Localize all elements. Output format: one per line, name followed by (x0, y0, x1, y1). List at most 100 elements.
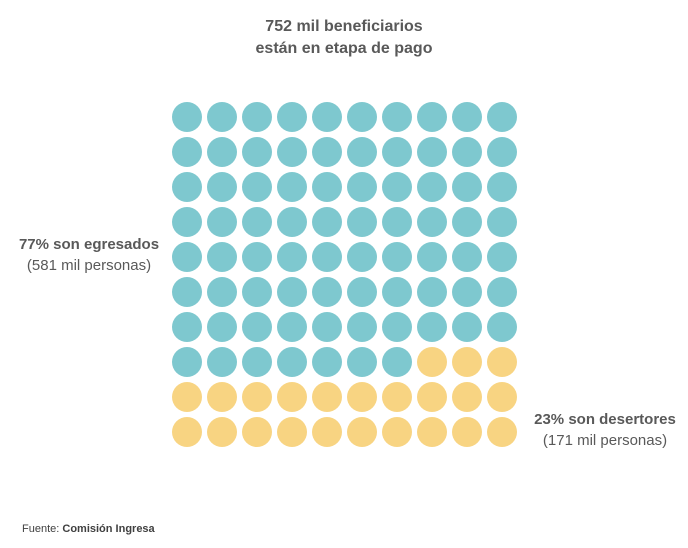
waffle-dot (487, 242, 517, 272)
waffle-dot (207, 137, 237, 167)
waffle-dot (417, 172, 447, 202)
waffle-dot (417, 382, 447, 412)
waffle-dot (347, 172, 377, 202)
waffle-dot (452, 312, 482, 342)
waffle-dot (417, 277, 447, 307)
waffle-dot (417, 207, 447, 237)
waffle-dot (452, 347, 482, 377)
waffle-dot (207, 277, 237, 307)
waffle-dot (312, 137, 342, 167)
waffle-dot (417, 417, 447, 447)
desertores-detail: (171 mil personas) (542, 432, 668, 449)
waffle-dot (172, 277, 202, 307)
waffle-dot (277, 382, 307, 412)
waffle-dot (277, 172, 307, 202)
waffle-dot (242, 102, 272, 132)
chart-title-line-2: están en etapa de pago (255, 40, 433, 57)
waffle-dot (277, 347, 307, 377)
source-name: Comisión Ingresa (62, 523, 155, 535)
waffle-dot (172, 312, 202, 342)
waffle-dot (277, 137, 307, 167)
waffle-dot (242, 207, 272, 237)
egresados-headline: 77% son egresados (18, 236, 160, 253)
waffle-dot (452, 242, 482, 272)
waffle-dot (382, 102, 412, 132)
waffle-dot (452, 172, 482, 202)
waffle-dot (382, 207, 412, 237)
source-prefix: Fuente: (22, 523, 60, 535)
waffle-dot (452, 277, 482, 307)
waffle-dot (312, 347, 342, 377)
waffle-dot (312, 382, 342, 412)
waffle-dot (452, 382, 482, 412)
waffle-dot (207, 312, 237, 342)
waffle-dot (452, 417, 482, 447)
waffle-dot (417, 242, 447, 272)
waffle-dot (347, 277, 377, 307)
chart-title: 752 mil beneficiarios están en etapa de … (0, 16, 688, 60)
waffle-dot (242, 277, 272, 307)
waffle-dot (277, 102, 307, 132)
waffle-dot (382, 172, 412, 202)
waffle-dot (347, 382, 377, 412)
waffle-dot (207, 102, 237, 132)
waffle-dot (312, 417, 342, 447)
waffle-dot (347, 137, 377, 167)
waffle-dot (277, 207, 307, 237)
waffle-dot (242, 242, 272, 272)
waffle-dot (382, 417, 412, 447)
waffle-dot (382, 347, 412, 377)
waffle-dot (207, 347, 237, 377)
waffle-dot (487, 137, 517, 167)
waffle-dot (487, 102, 517, 132)
waffle-dot (207, 382, 237, 412)
waffle-dot (207, 207, 237, 237)
waffle-dot (417, 312, 447, 342)
waffle-dot (312, 207, 342, 237)
waffle-dot (347, 312, 377, 342)
desertores-label: 23% son desertores (171 mil personas) (530, 409, 680, 451)
waffle-dot (487, 172, 517, 202)
waffle-dot (277, 242, 307, 272)
waffle-dot (417, 137, 447, 167)
waffle-dot (172, 417, 202, 447)
waffle-dot (382, 382, 412, 412)
waffle-dot (487, 382, 517, 412)
waffle-dot (347, 347, 377, 377)
waffle-dot (487, 207, 517, 237)
waffle-dot (452, 137, 482, 167)
waffle-dot (172, 172, 202, 202)
waffle-dot (487, 277, 517, 307)
waffle-dot (242, 137, 272, 167)
waffle-dot (172, 347, 202, 377)
waffle-dot (172, 242, 202, 272)
waffle-dot (487, 347, 517, 377)
desertores-headline: 23% son desertores (534, 411, 676, 428)
waffle-dot (172, 207, 202, 237)
waffle-dot (382, 242, 412, 272)
waffle-dot (347, 417, 377, 447)
chart-title-line-1: 752 mil beneficiarios (265, 18, 423, 35)
waffle-dot (242, 312, 272, 342)
waffle-dot (312, 102, 342, 132)
waffle-dot (452, 102, 482, 132)
waffle-dot (242, 347, 272, 377)
waffle-dot (172, 382, 202, 412)
waffle-dot (347, 207, 377, 237)
waffle-dot (207, 417, 237, 447)
waffle-dot (242, 172, 272, 202)
waffle-dot (382, 312, 412, 342)
source-note: Fuente: Comisión Ingresa (22, 523, 155, 535)
waffle-dot (172, 137, 202, 167)
waffle-dot (312, 172, 342, 202)
waffle-dot (347, 242, 377, 272)
waffle-dot (382, 277, 412, 307)
waffle-dot (277, 417, 307, 447)
waffle-dot (312, 312, 342, 342)
waffle-dot (487, 312, 517, 342)
waffle-dot (277, 277, 307, 307)
waffle-dot (207, 242, 237, 272)
egresados-detail: (581 mil personas) (26, 257, 152, 274)
egresados-label: 77% son egresados (581 mil personas) (14, 234, 164, 276)
